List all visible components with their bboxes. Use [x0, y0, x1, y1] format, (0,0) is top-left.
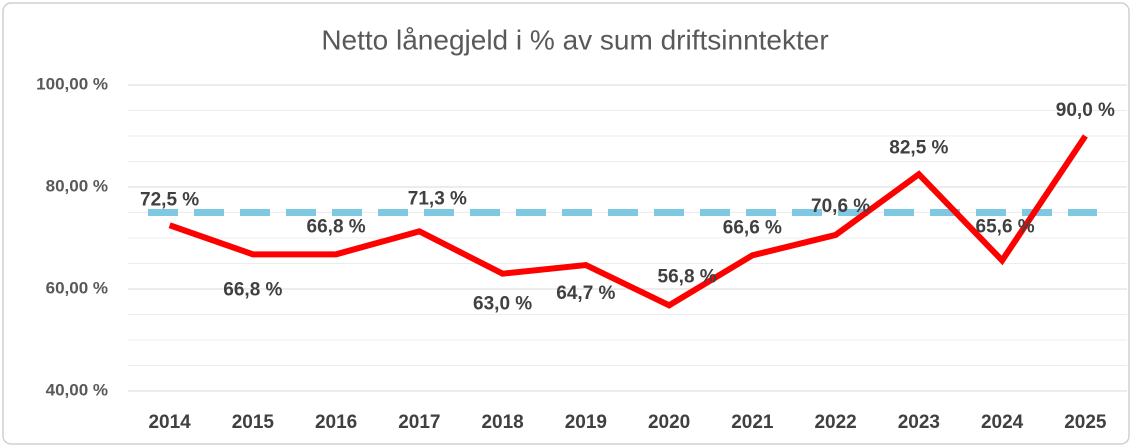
y-tick-label: 60,00 %: [46, 278, 108, 297]
data-label: 64,7 %: [556, 283, 615, 304]
y-tick-label: 40,00 %: [46, 380, 108, 399]
data-label: 71,3 %: [408, 188, 467, 209]
data-label: 66,6 %: [723, 217, 782, 238]
data-label: 72,5 %: [140, 189, 199, 210]
data-label: 66,8 %: [307, 216, 366, 237]
x-tick-label: 2025: [1064, 412, 1107, 433]
chart-title: Netto lånegjeld i % av sum driftsinntekt…: [321, 24, 828, 55]
x-tick-label: 2018: [481, 412, 523, 433]
x-tick-label: 2019: [565, 412, 607, 433]
x-tick-label: 2024: [981, 412, 1024, 433]
data-label: 70,6 %: [811, 196, 870, 217]
data-label: 82,5 %: [889, 137, 948, 158]
data-label: 63,0 %: [473, 294, 532, 315]
y-tick-label: 100,00 %: [36, 74, 108, 93]
data-label: 90,0 %: [1056, 100, 1115, 121]
x-tick-label: 2020: [648, 412, 690, 433]
x-tick-label: 2014: [148, 412, 191, 433]
data-label: 65,6 %: [976, 216, 1035, 237]
data-label: 66,8 %: [223, 279, 282, 300]
x-tick-label: 2021: [731, 412, 774, 433]
data-label: 56,8 %: [658, 266, 717, 287]
line-series: [168, 134, 1088, 309]
y-tick-label: 80,00 %: [46, 176, 108, 195]
x-tick-label: 2017: [398, 412, 440, 433]
x-tick-label: 2023: [898, 412, 940, 433]
x-tick-label: 2016: [315, 412, 357, 433]
x-tick-label: 2022: [814, 412, 856, 433]
x-tick-label: 2015: [232, 412, 275, 433]
